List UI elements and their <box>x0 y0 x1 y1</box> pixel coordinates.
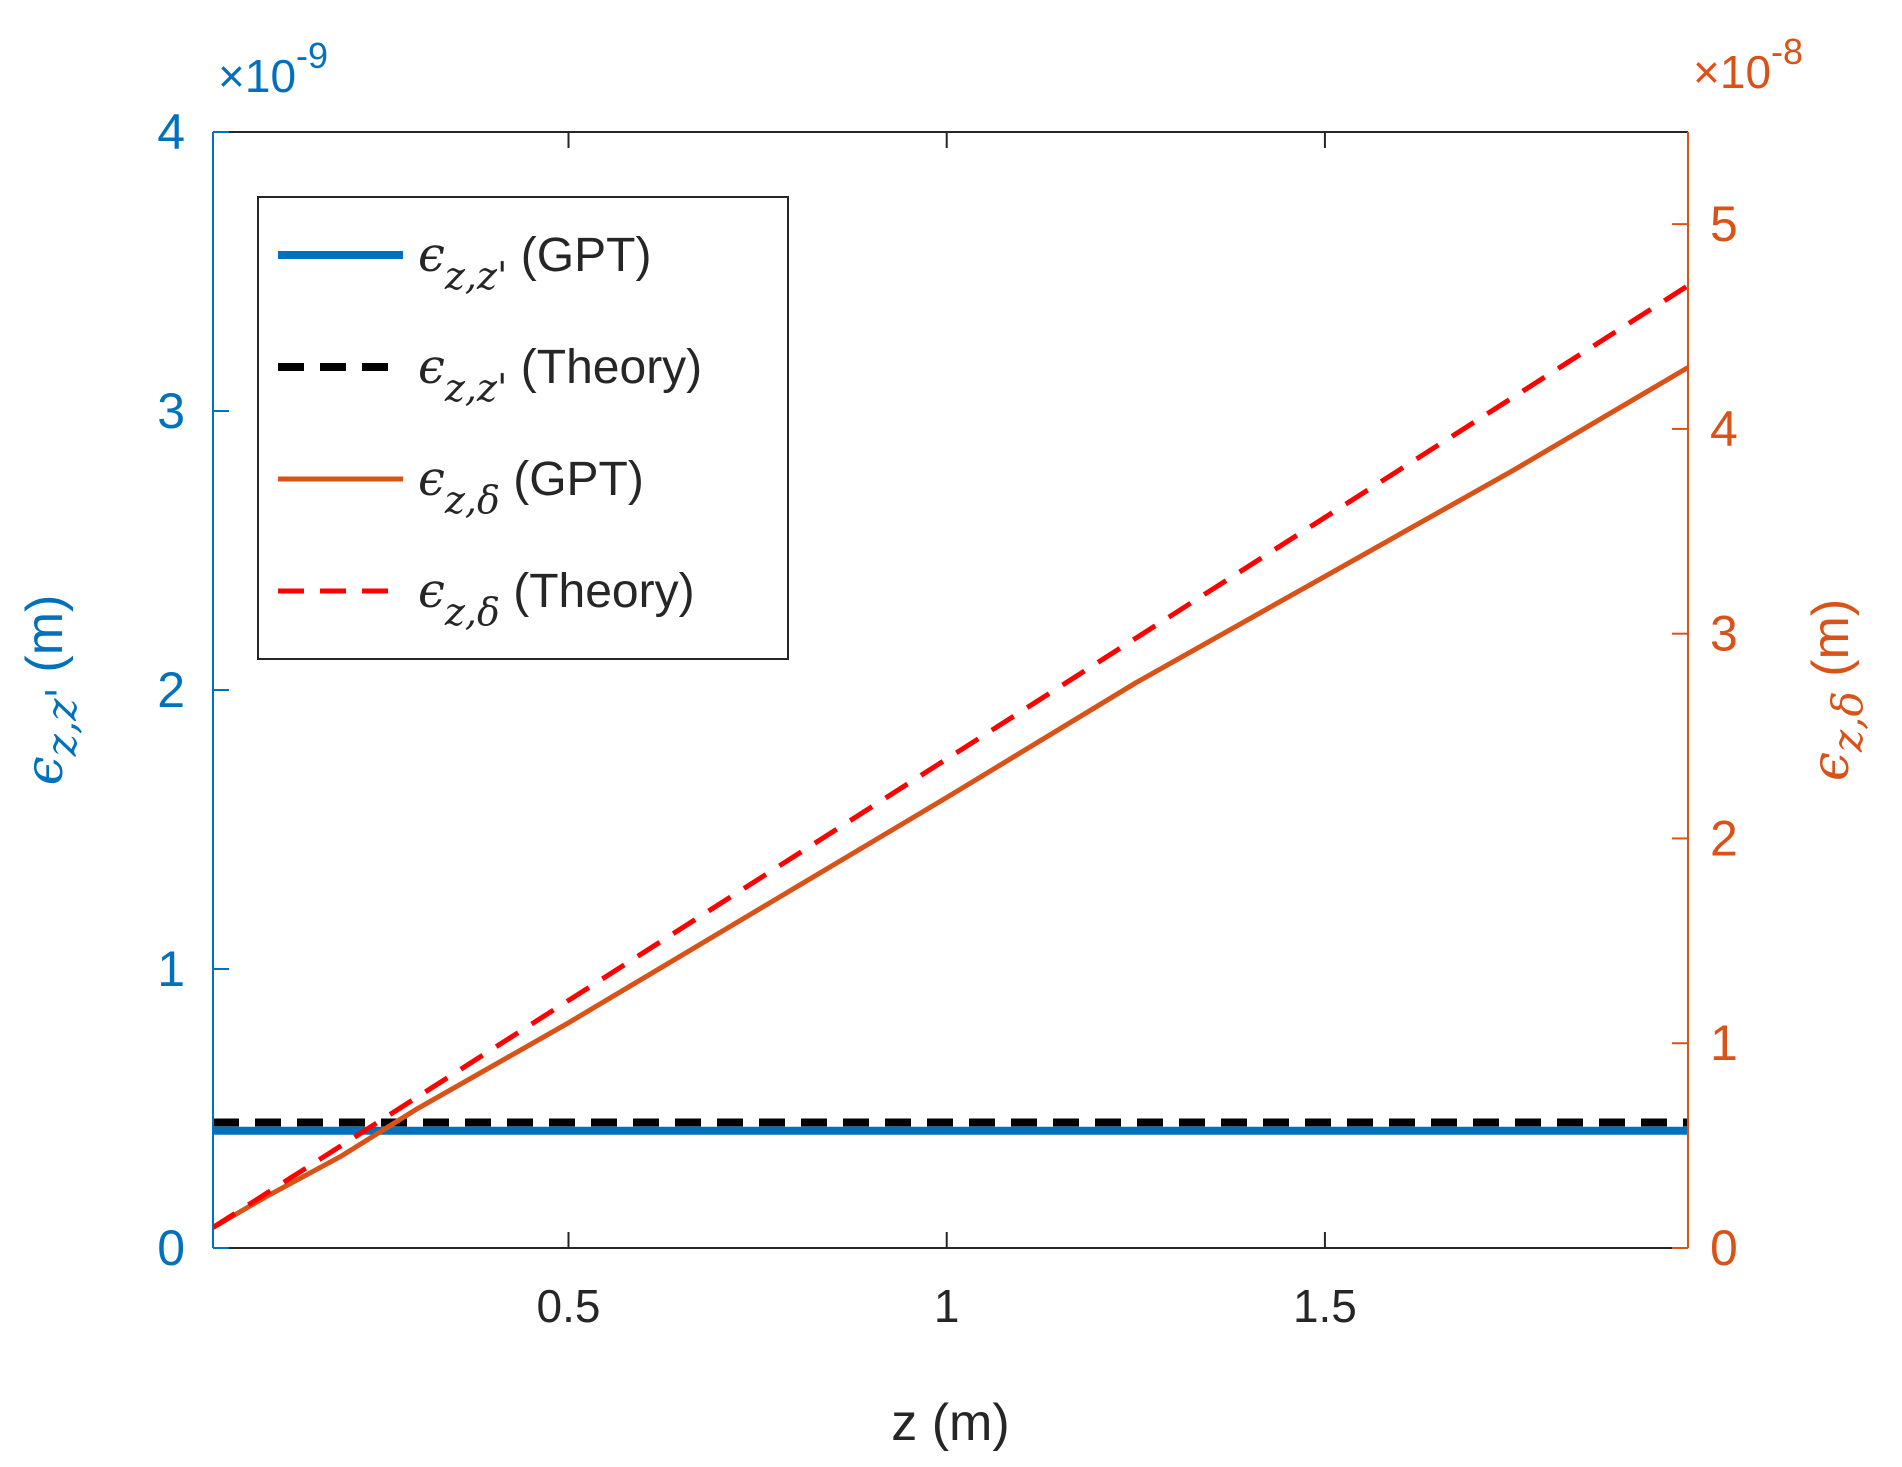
left-tick-label: 0 <box>157 1220 185 1276</box>
x-axis-label: z (m) <box>891 1394 1009 1452</box>
left-axis-label: ϵz,z' (m) <box>15 595 86 786</box>
right-multiplier-base: ×10 <box>1693 46 1771 98</box>
x-tick-label: 1.5 <box>1293 1280 1357 1332</box>
plot-lines <box>211 283 1690 1230</box>
left-axis-multiplier: ×10-9 <box>218 35 328 102</box>
left-label-subscript: z,z' <box>37 687 86 757</box>
right-label-unit: (m) <box>1802 599 1860 691</box>
right-tick-label: 3 <box>1710 606 1738 662</box>
legend-label-3: ϵz,δ (GPT) <box>418 451 644 522</box>
right-tick-label: 1 <box>1710 1015 1738 1071</box>
legend-label-2: ϵz,z' (Theory) <box>418 339 702 410</box>
legend-subscript: z,z' <box>444 254 508 298</box>
legend-tag: (GPT) <box>507 229 651 282</box>
legend: ϵz,z' (GPT)ϵz,z' (Theory)ϵz,δ (GPT)ϵz,δ … <box>257 196 789 660</box>
left-label-symbol: ϵ <box>15 756 75 785</box>
left-tick-label: 2 <box>157 662 185 718</box>
right-multiplier-exponent: -8 <box>1771 31 1803 72</box>
series-line-3 <box>211 365 1690 1230</box>
right-axis-label: ϵz,δ (m) <box>1801 599 1872 781</box>
right-tick-label: 5 <box>1710 196 1738 252</box>
legend-symbol: ϵ <box>418 563 445 619</box>
x-tick-label: 1 <box>934 1280 960 1332</box>
legend-box <box>257 196 789 660</box>
legend-tag: (Theory) <box>500 565 695 618</box>
left-label-unit: (m) <box>16 595 74 687</box>
legend-label-4: ϵz,δ (Theory) <box>418 563 695 634</box>
left-tick-label: 4 <box>157 104 185 160</box>
right-tick-label: 0 <box>1710 1220 1738 1276</box>
legend-subscript: z,δ <box>444 478 500 522</box>
right-axis-multiplier: ×10-8 <box>1693 31 1803 98</box>
left-multiplier-exponent: -9 <box>296 35 328 76</box>
legend-symbol: ϵ <box>418 451 445 507</box>
legend-symbol: ϵ <box>418 339 445 395</box>
legend-label-1: ϵz,z' (GPT) <box>418 227 651 298</box>
legend-tag: (GPT) <box>500 453 644 506</box>
right-tick-label: 2 <box>1710 810 1738 866</box>
left-tick-label: 3 <box>157 383 185 439</box>
legend-subscript: z,z' <box>444 366 508 410</box>
x-tick-label: 0.5 <box>537 1280 601 1332</box>
right-tick-label: 4 <box>1710 401 1738 457</box>
legend-tag: (Theory) <box>507 341 702 394</box>
right-label-subscript: z,δ <box>1823 691 1872 753</box>
left-multiplier-base: ×10 <box>218 50 296 102</box>
left-tick-label: 1 <box>157 941 185 997</box>
legend-subscript: z,δ <box>444 590 500 634</box>
right-label-symbol: ϵ <box>1801 752 1861 781</box>
legend-symbol: ϵ <box>418 227 445 283</box>
